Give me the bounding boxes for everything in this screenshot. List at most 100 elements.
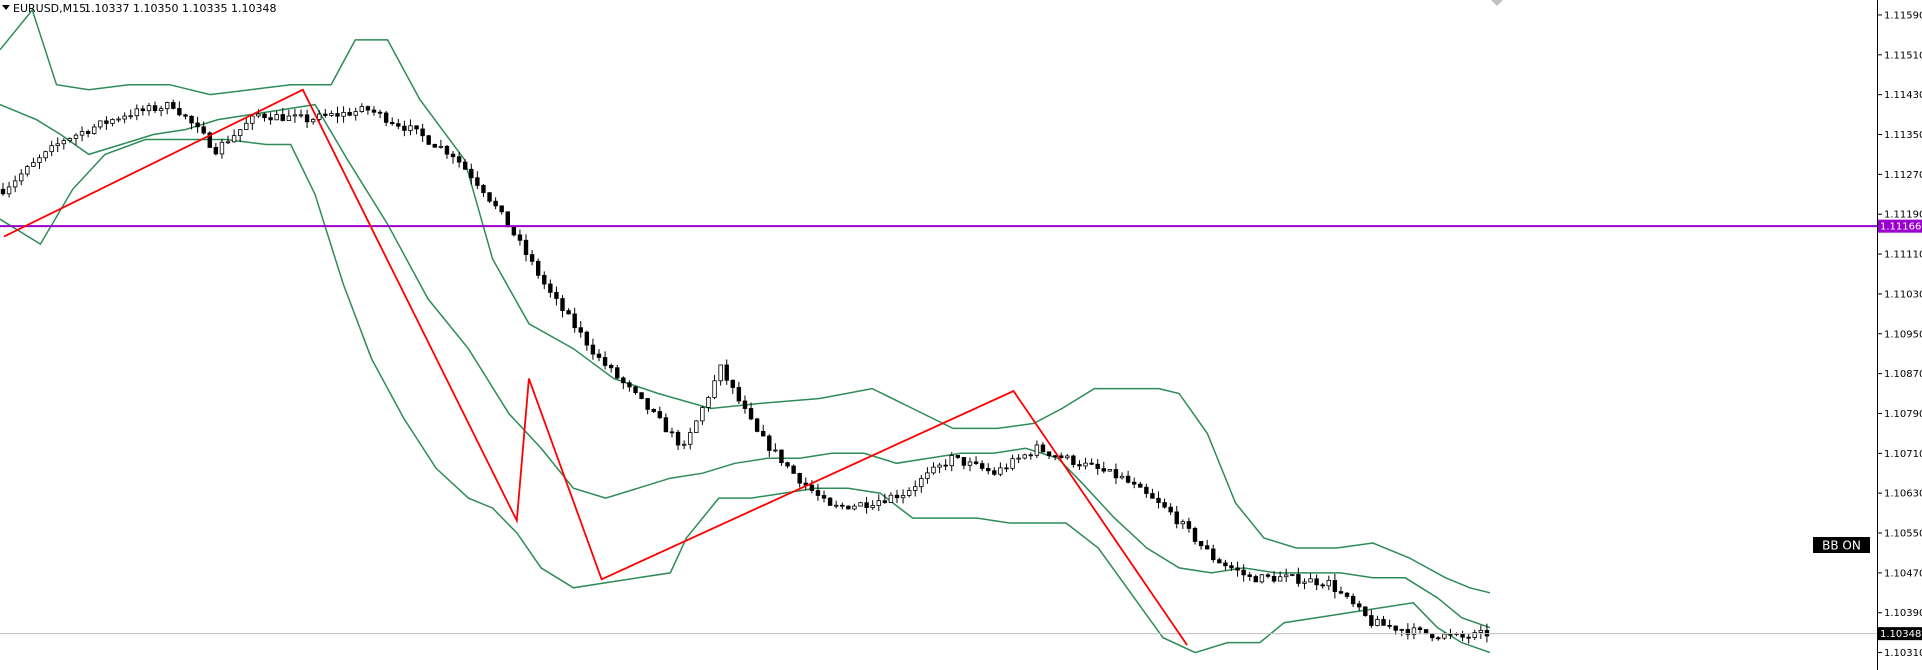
candle	[1369, 609, 1374, 628]
candle	[85, 129, 91, 138]
candle	[1375, 615, 1380, 627]
candle	[523, 234, 529, 262]
candle	[675, 429, 681, 451]
candle	[487, 192, 492, 204]
candle	[663, 413, 669, 433]
candle	[1314, 574, 1319, 591]
candle	[250, 114, 255, 131]
candle	[833, 500, 839, 509]
candle	[590, 338, 596, 360]
candle	[1284, 568, 1289, 583]
candle	[651, 408, 656, 414]
candle	[469, 163, 474, 185]
candle	[712, 375, 717, 400]
candle	[779, 449, 784, 466]
candle	[237, 129, 243, 142]
candle	[1399, 628, 1404, 637]
candle	[827, 496, 833, 506]
candle	[1265, 573, 1271, 579]
candle	[1186, 517, 1192, 533]
candle	[438, 139, 444, 149]
candle	[633, 386, 638, 395]
candle	[1235, 561, 1240, 577]
bb-on-button[interactable]: BB ON	[1813, 537, 1870, 553]
candle	[1180, 519, 1186, 529]
candle	[730, 379, 735, 394]
candle	[1223, 559, 1228, 571]
candle	[25, 164, 30, 177]
candle	[177, 101, 182, 117]
candle	[1004, 463, 1009, 473]
candle	[785, 461, 790, 469]
candle	[979, 460, 985, 472]
candle	[122, 112, 127, 124]
candle	[19, 169, 24, 186]
candle	[262, 112, 267, 122]
candle	[383, 110, 389, 127]
candle	[1150, 488, 1155, 499]
candle	[645, 398, 650, 415]
candle	[1247, 572, 1252, 581]
candle	[1125, 470, 1131, 484]
candle	[55, 137, 60, 152]
candle	[402, 120, 407, 137]
price-axis[interactable]: 1.11590 1.11510 1.11430 1.11350 1.11270 1.111…	[1877, 10, 1922, 659]
price-tick-label: 1.11270	[1884, 170, 1922, 181]
candle	[566, 308, 571, 315]
candle	[761, 424, 766, 437]
candle	[213, 143, 219, 156]
candle	[858, 501, 863, 507]
candle	[1332, 573, 1338, 599]
candle	[572, 307, 577, 333]
candle	[1229, 561, 1234, 571]
candle	[1028, 452, 1033, 460]
chevron-down-icon[interactable]	[2, 5, 10, 10]
candle	[992, 467, 997, 476]
candle	[1344, 592, 1350, 599]
candle	[1338, 586, 1344, 595]
candle	[43, 150, 48, 162]
candle	[535, 258, 541, 279]
candle	[317, 110, 322, 122]
candle	[432, 143, 437, 148]
candle	[931, 462, 936, 475]
candle	[1089, 458, 1094, 466]
candle	[791, 464, 796, 474]
candle	[1113, 463, 1119, 485]
candle	[852, 503, 857, 511]
candle	[1211, 544, 1216, 563]
candle	[840, 502, 845, 510]
candle	[888, 492, 894, 503]
candle	[846, 505, 851, 510]
candle	[1198, 541, 1204, 550]
candle	[602, 351, 608, 370]
candle	[61, 138, 67, 150]
zigzag-line	[3, 88, 1188, 646]
candle	[450, 150, 456, 164]
candle	[390, 117, 395, 126]
shift-marker-icon[interactable]	[1491, 0, 1503, 6]
candle	[1144, 483, 1149, 498]
candle	[900, 489, 906, 504]
candle	[870, 500, 875, 510]
price-tag-hline: 1.11166	[1878, 219, 1922, 233]
candle	[365, 105, 371, 115]
candle	[1271, 571, 1277, 584]
candle	[1156, 491, 1161, 509]
bb-on-label: BB ON	[1822, 539, 1861, 553]
candle	[189, 115, 194, 130]
candle	[742, 395, 748, 414]
candle	[280, 108, 285, 122]
hline-price-label: 1.11166	[1880, 222, 1921, 233]
candle	[1387, 619, 1392, 630]
candle	[1357, 600, 1362, 611]
candle	[882, 493, 888, 504]
price-tick-label: 1.10550	[1884, 529, 1922, 540]
candle	[456, 152, 462, 168]
chart-header: EURUSD,M15 1.10337 1.10350 1.10335 1.103…	[2, 2, 276, 15]
candle	[493, 197, 498, 210]
candle	[584, 330, 590, 351]
candle	[274, 111, 279, 121]
candle	[1095, 459, 1100, 475]
